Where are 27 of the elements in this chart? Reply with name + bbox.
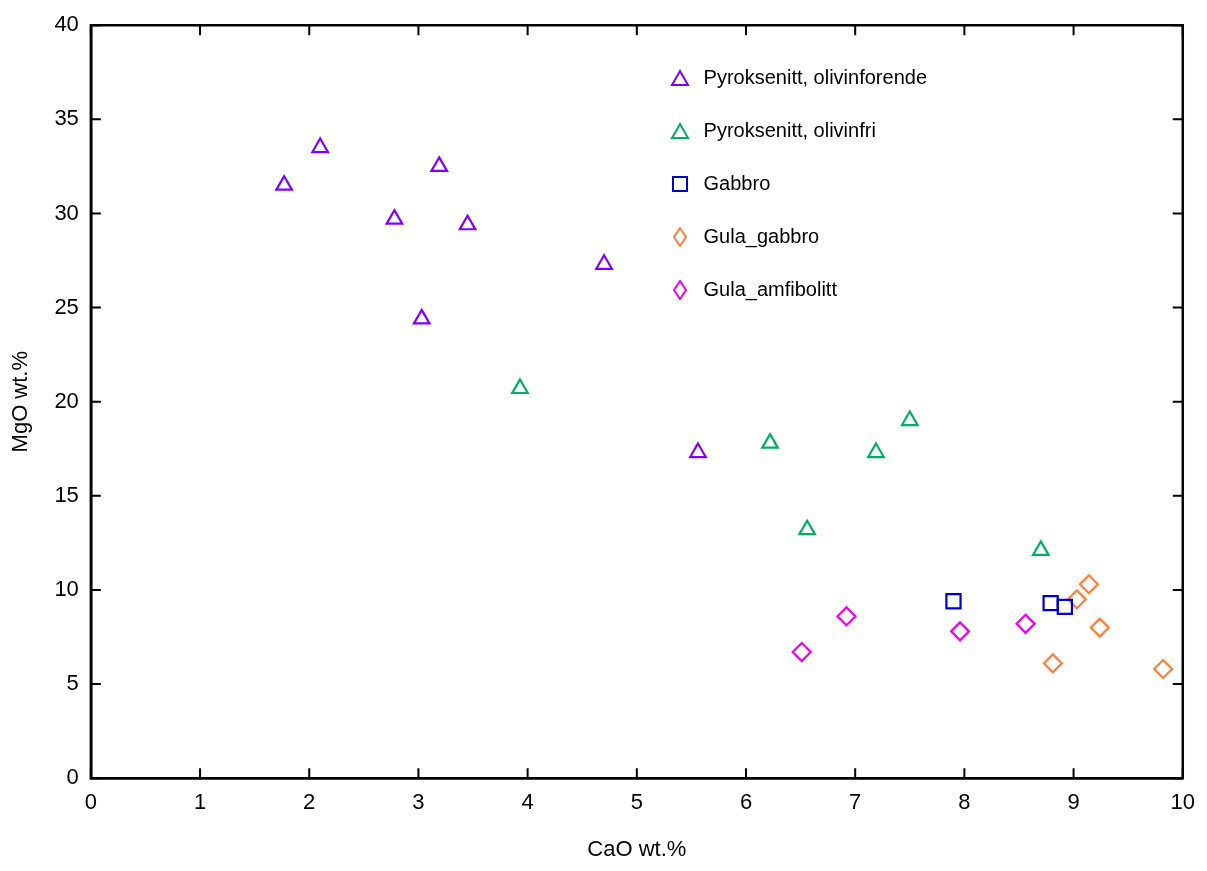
legend-label: Pyroksenitt, olivinfri xyxy=(703,119,876,143)
y-tick-label: 30 xyxy=(54,199,79,225)
y-tick-label: 40 xyxy=(54,11,79,37)
x-tick-label: 7 xyxy=(849,789,862,815)
x-axis-title: CaO wt.% xyxy=(587,835,687,861)
y-tick-label: 10 xyxy=(54,576,79,602)
x-tick-label: 2 xyxy=(303,789,316,815)
legend-label: Gula_gabbro xyxy=(703,225,820,249)
x-tick-label: 0 xyxy=(84,789,97,815)
legend-label: Gula_amfibolitt xyxy=(703,278,837,302)
y-tick-label: 15 xyxy=(54,481,79,507)
x-tick-label: 5 xyxy=(630,789,643,815)
x-tick-label: 9 xyxy=(1067,789,1080,815)
x-tick-label: 3 xyxy=(412,789,425,815)
x-tick-label: 6 xyxy=(739,789,753,815)
x-tick-label: 1 xyxy=(193,789,207,815)
y-tick-label: 25 xyxy=(54,293,79,319)
y-tick-label: 20 xyxy=(54,387,79,413)
x-tick-label: 8 xyxy=(958,789,971,815)
legend-label: Pyroksenitt, olivinforende xyxy=(703,66,928,90)
y-axis-title: MgO wt.% xyxy=(7,350,33,453)
y-tick-label: 35 xyxy=(54,105,79,131)
legend-label: Gabbro xyxy=(703,172,771,196)
x-tick-label: 4 xyxy=(521,789,534,815)
y-tick-label: 5 xyxy=(66,670,79,696)
y-tick-label: 0 xyxy=(66,764,79,790)
x-tick-label: 10 xyxy=(1170,789,1196,815)
